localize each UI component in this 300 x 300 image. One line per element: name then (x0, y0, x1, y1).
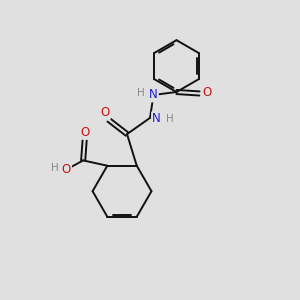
Text: N: N (149, 88, 158, 101)
Text: O: O (81, 126, 90, 139)
Text: N: N (152, 112, 161, 125)
Text: H: H (51, 163, 58, 173)
Text: O: O (62, 163, 71, 176)
Text: O: O (202, 86, 212, 99)
Text: H: H (137, 88, 145, 98)
Text: O: O (100, 106, 110, 119)
Text: H: H (166, 114, 174, 124)
